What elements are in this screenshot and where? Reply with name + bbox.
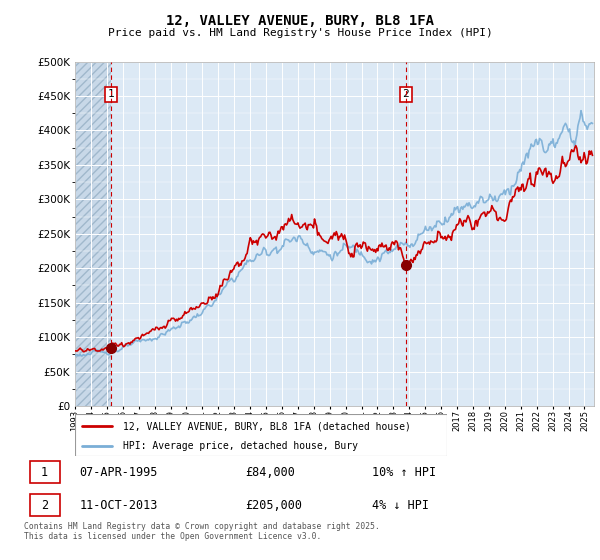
Text: 2: 2: [41, 498, 48, 512]
Text: £84,000: £84,000: [245, 465, 295, 479]
Text: 4% ↓ HPI: 4% ↓ HPI: [372, 498, 429, 512]
Text: Contains HM Land Registry data © Crown copyright and database right 2025.
This d: Contains HM Land Registry data © Crown c…: [24, 522, 380, 542]
Text: 07-APR-1995: 07-APR-1995: [79, 465, 158, 479]
Text: 12, VALLEY AVENUE, BURY, BL8 1FA: 12, VALLEY AVENUE, BURY, BL8 1FA: [166, 14, 434, 28]
Text: 1: 1: [41, 465, 48, 479]
Text: 12, VALLEY AVENUE, BURY, BL8 1FA (detached house): 12, VALLEY AVENUE, BURY, BL8 1FA (detach…: [124, 421, 411, 431]
FancyBboxPatch shape: [29, 461, 60, 483]
Text: HPI: Average price, detached house, Bury: HPI: Average price, detached house, Bury: [124, 441, 358, 451]
Text: 2: 2: [403, 89, 409, 99]
Text: 11-OCT-2013: 11-OCT-2013: [79, 498, 158, 512]
Text: Price paid vs. HM Land Registry's House Price Index (HPI): Price paid vs. HM Land Registry's House …: [107, 28, 493, 38]
FancyBboxPatch shape: [29, 494, 60, 516]
Text: 1: 1: [108, 89, 115, 99]
Text: 10% ↑ HPI: 10% ↑ HPI: [372, 465, 436, 479]
Text: £205,000: £205,000: [245, 498, 302, 512]
